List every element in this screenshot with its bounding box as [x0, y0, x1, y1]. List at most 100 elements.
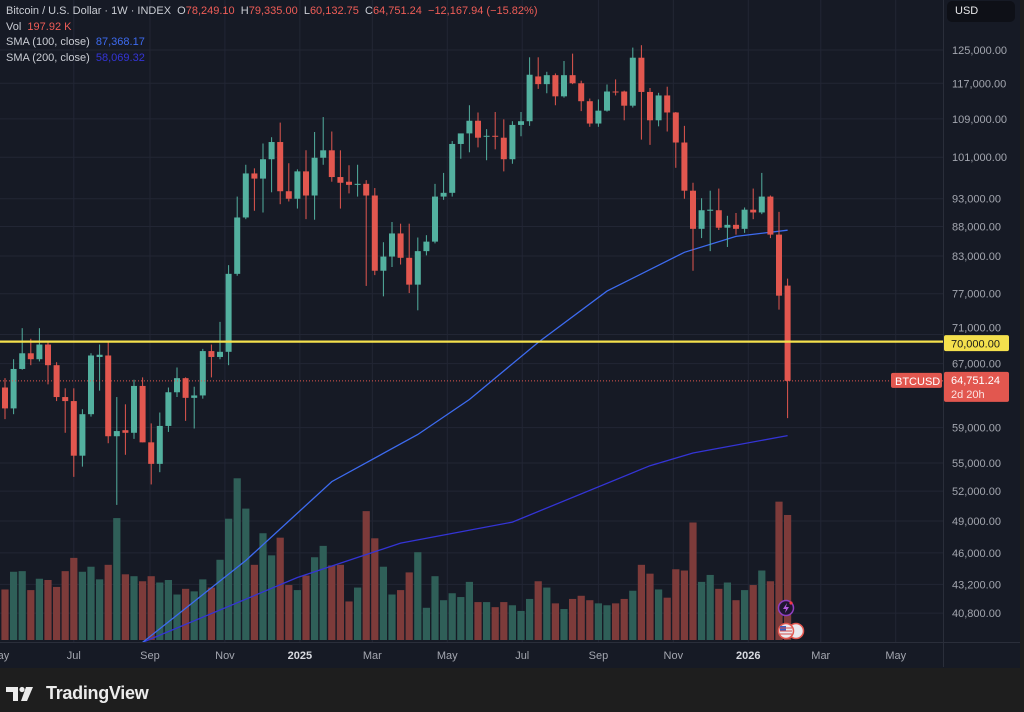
candle-body[interactable]	[380, 256, 387, 271]
candle-body[interactable]	[242, 173, 249, 218]
candle-body[interactable]	[174, 378, 180, 393]
candle-body[interactable]	[36, 344, 43, 360]
candle-body[interactable]	[131, 385, 137, 433]
candle-body[interactable]	[156, 425, 163, 464]
symbol-title[interactable]: Bitcoin / U.S. Dollar · 1W · INDEX	[6, 5, 172, 17]
candle-body[interactable]	[303, 171, 309, 196]
currency-button[interactable]: USD	[947, 1, 1015, 22]
tradingview-logo[interactable]: TradingView	[6, 683, 149, 704]
candle-body[interactable]	[707, 209, 714, 211]
candle-body[interactable]	[199, 351, 206, 396]
candle-body[interactable]	[612, 91, 619, 93]
candle-body[interactable]	[784, 285, 791, 381]
candle-body[interactable]	[578, 83, 585, 102]
candle-body[interactable]	[27, 353, 34, 360]
candle-body[interactable]	[715, 210, 722, 228]
candle-body[interactable]	[561, 75, 567, 97]
candle-body[interactable]	[165, 392, 172, 426]
candle-body[interactable]	[53, 365, 60, 398]
candle-body[interactable]	[586, 101, 593, 124]
candle-body[interactable]	[363, 183, 370, 196]
candle-body[interactable]	[294, 171, 301, 199]
legend-sma200-row[interactable]: SMA (200, close) 58,069.32	[6, 51, 538, 67]
candle-body[interactable]	[371, 195, 378, 271]
candle-body[interactable]	[672, 112, 679, 143]
candle-body[interactable]	[406, 257, 413, 285]
candle-body[interactable]	[19, 353, 26, 369]
candle-body[interactable]	[741, 209, 748, 229]
candle-body[interactable]	[449, 143, 456, 193]
candle-body[interactable]	[690, 190, 696, 229]
candle-body[interactable]	[750, 209, 757, 213]
candle-body[interactable]	[234, 217, 241, 274]
candle-body[interactable]	[397, 233, 404, 258]
price-axis[interactable]	[943, 0, 1020, 667]
candle-body[interactable]	[457, 133, 464, 144]
candle-body[interactable]	[328, 150, 335, 178]
candle-body[interactable]	[79, 414, 86, 456]
candle-body[interactable]	[45, 344, 51, 366]
candle-body[interactable]	[389, 233, 395, 257]
candle-body[interactable]	[208, 351, 215, 357]
candle-body[interactable]	[758, 196, 765, 213]
candle-body[interactable]	[647, 91, 653, 121]
candle-body[interactable]	[217, 351, 223, 357]
candle-body[interactable]	[414, 251, 421, 285]
candle-body[interactable]	[509, 124, 516, 160]
candle-body[interactable]	[483, 135, 490, 137]
candle-body[interactable]	[2, 387, 8, 409]
candle-body[interactable]	[724, 224, 731, 228]
candle-body[interactable]	[776, 234, 782, 296]
candle-body[interactable]	[105, 355, 112, 437]
candle-body[interactable]	[225, 273, 232, 352]
candle-body[interactable]	[346, 181, 352, 185]
candle-body[interactable]	[595, 110, 602, 124]
candle-body[interactable]	[440, 192, 447, 197]
candle-body[interactable]	[88, 355, 94, 415]
legend-sma100-row[interactable]: SMA (100, close) 87,368.17	[6, 35, 538, 51]
candle-body[interactable]	[500, 137, 507, 160]
chart-panel[interactable]: 125,000.00 117,000.00 109,000.00 101,000.00…	[0, 0, 1020, 668]
candle-body[interactable]	[681, 142, 688, 191]
candle-body[interactable]	[285, 191, 292, 199]
candle-body[interactable]	[492, 135, 499, 137]
candle-body[interactable]	[535, 76, 542, 85]
candle-body[interactable]	[10, 368, 17, 409]
candle-body[interactable]	[337, 177, 344, 183]
candle-body[interactable]	[148, 442, 155, 464]
candle-body[interactable]	[423, 241, 430, 252]
candle-body[interactable]	[354, 183, 361, 185]
candle-body[interactable]	[664, 95, 671, 113]
candle-body[interactable]	[526, 74, 533, 122]
candle-body[interactable]	[552, 75, 559, 97]
candle-body[interactable]	[260, 159, 266, 179]
candle-body[interactable]	[698, 210, 705, 229]
legend-volume-row[interactable]: Vol 197.92 K	[6, 20, 538, 36]
candle-body[interactable]	[733, 224, 739, 229]
candle-body[interactable]	[475, 120, 481, 138]
candle-body[interactable]	[466, 120, 473, 134]
candle-body[interactable]	[655, 95, 662, 121]
candle-body[interactable]	[70, 401, 77, 456]
candle-body[interactable]	[320, 150, 327, 158]
candle-body[interactable]	[62, 397, 69, 402]
candle-body[interactable]	[638, 57, 645, 92]
candle-body[interactable]	[569, 75, 576, 84]
candle-body[interactable]	[277, 142, 284, 192]
candle-body[interactable]	[629, 57, 636, 106]
candle-body[interactable]	[96, 354, 103, 357]
candle-body[interactable]	[251, 173, 258, 179]
candle-body[interactable]	[518, 121, 524, 125]
candle-body[interactable]	[113, 431, 120, 437]
candle-body[interactable]	[311, 157, 318, 196]
candle-body[interactable]	[122, 430, 129, 433]
candle-body[interactable]	[268, 142, 275, 160]
candle-body[interactable]	[139, 385, 146, 443]
candle-body[interactable]	[604, 91, 610, 111]
candle-body[interactable]	[543, 75, 550, 85]
candle-body[interactable]	[191, 395, 198, 398]
candle-body[interactable]	[182, 378, 189, 398]
candle-body[interactable]	[767, 196, 774, 235]
candle-body[interactable]	[621, 91, 628, 106]
candle-body[interactable]	[432, 196, 438, 242]
